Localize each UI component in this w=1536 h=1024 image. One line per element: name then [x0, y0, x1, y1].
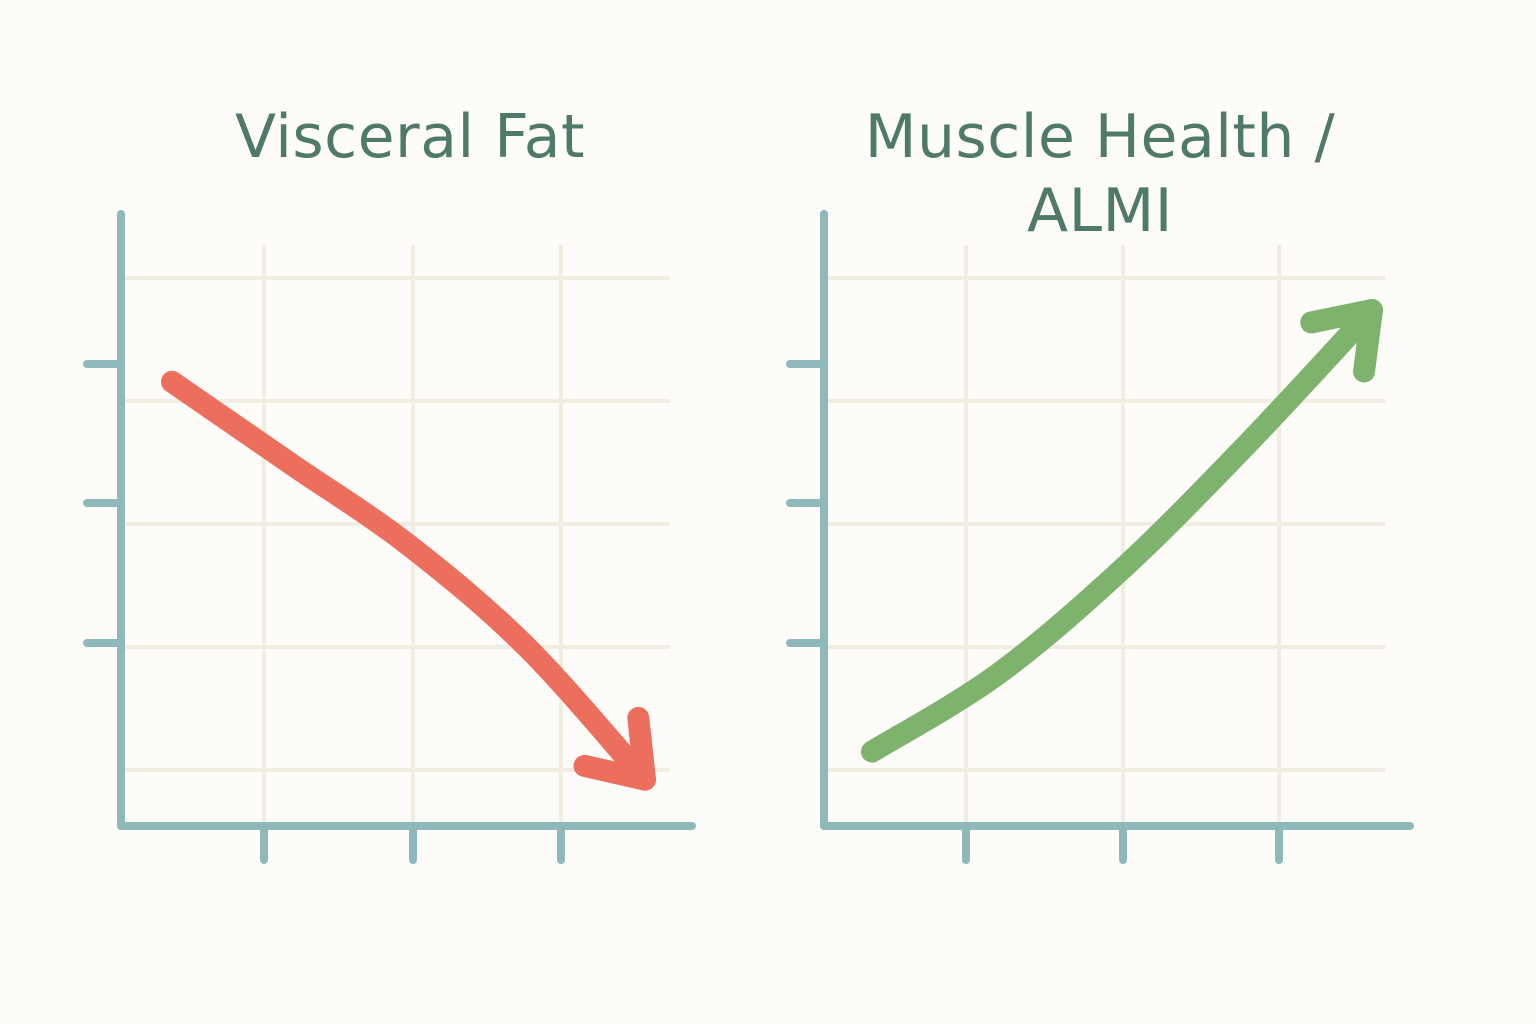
chart-title-visceral-fat: Visceral Fat: [234, 102, 586, 172]
trend-arrowhead: [573, 706, 656, 791]
chart-visceral-fat: [83, 210, 696, 864]
trend-line: [161, 370, 656, 791]
trend-arrowhead: [1300, 299, 1383, 383]
trend-line: [861, 299, 1383, 763]
chart-title-muscle-health: Muscle Health / ALMI: [864, 102, 1336, 246]
chart-muscle-health: [786, 210, 1414, 864]
